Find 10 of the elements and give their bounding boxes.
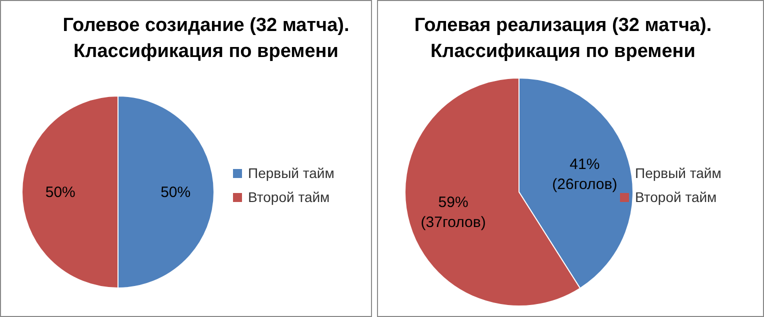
legend-label: Второй тайм	[248, 188, 330, 207]
data-label: 50%	[160, 184, 191, 201]
legend-label: Второй тайм	[635, 188, 717, 207]
data-label: 50%	[45, 184, 76, 201]
data-label: 41% (26голов)	[552, 156, 618, 193]
legend-label: Первый тайм	[248, 164, 334, 183]
data-label: 59% (37голов)	[420, 194, 486, 232]
chart-title: Голевое созидание (32 матча). Классификация по времени	[62, 15, 350, 62]
slice-label: Первый тайм	[635, 164, 722, 183]
chart-title: Голевая реализация (32 матча). Классификация по времени	[414, 15, 712, 62]
